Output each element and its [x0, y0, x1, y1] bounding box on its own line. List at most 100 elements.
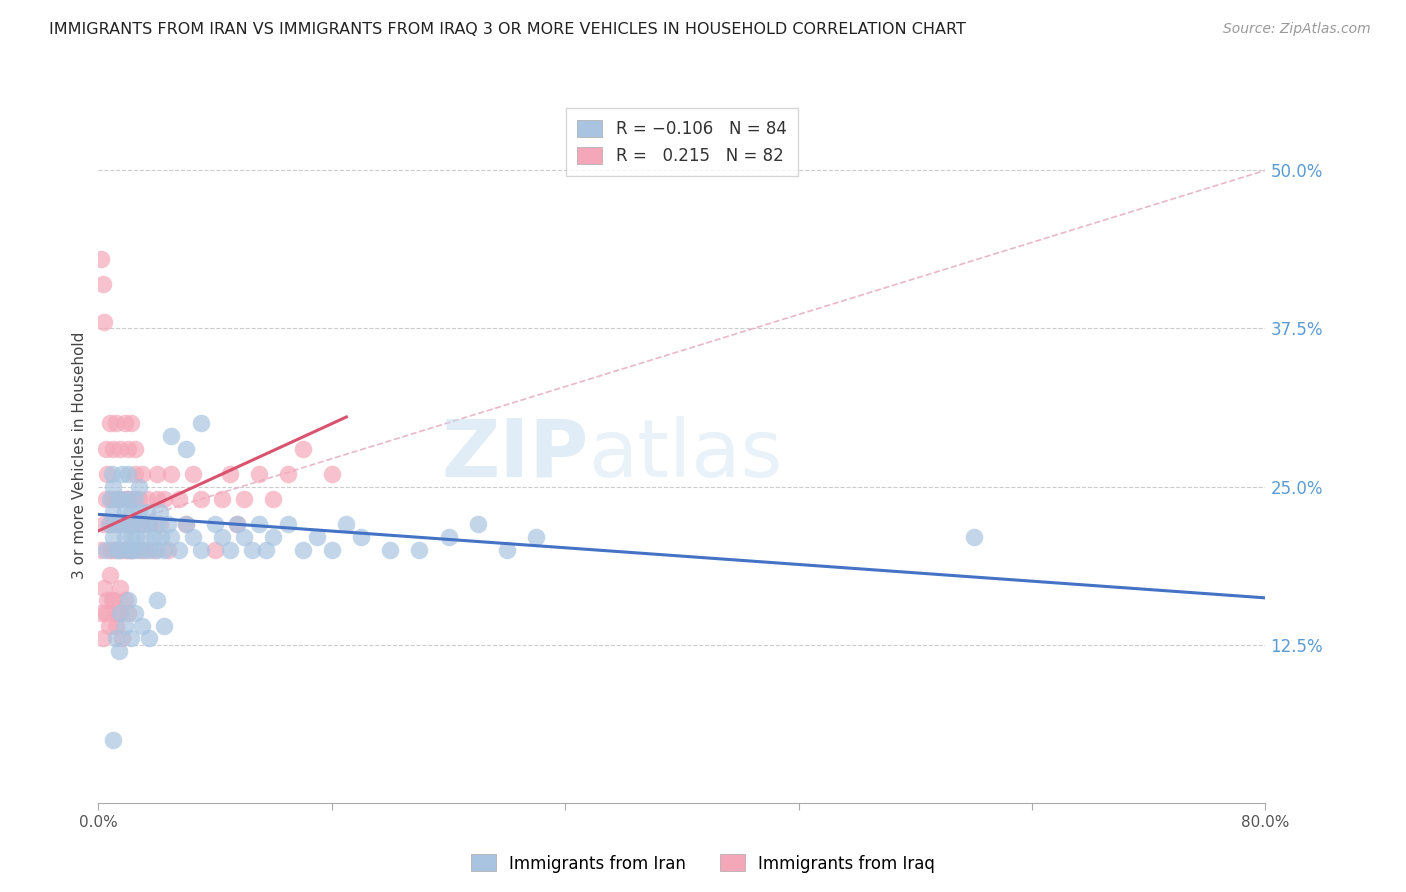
Point — [131, 618, 153, 632]
Point — [101, 505, 124, 519]
Point — [124, 517, 146, 532]
Point — [117, 542, 139, 557]
Point — [408, 542, 430, 557]
Point — [233, 492, 256, 507]
Legend: Immigrants from Iran, Immigrants from Iraq: Immigrants from Iran, Immigrants from Ir… — [464, 847, 942, 880]
Point — [524, 530, 547, 544]
Point — [90, 606, 112, 620]
Point — [125, 530, 148, 544]
Text: Source: ZipAtlas.com: Source: ZipAtlas.com — [1223, 22, 1371, 37]
Point — [108, 606, 131, 620]
Point — [121, 542, 143, 557]
Point — [350, 530, 373, 544]
Point — [117, 517, 139, 532]
Point — [105, 542, 128, 557]
Point — [98, 568, 121, 582]
Point — [131, 542, 153, 557]
Point — [467, 517, 489, 532]
Point — [117, 442, 139, 456]
Point — [104, 492, 127, 507]
Point — [128, 505, 150, 519]
Point — [120, 517, 142, 532]
Point — [146, 593, 169, 607]
Point — [240, 542, 263, 557]
Point — [110, 581, 132, 595]
Point — [114, 505, 136, 519]
Point — [291, 442, 314, 456]
Point — [146, 492, 169, 507]
Point — [160, 467, 183, 481]
Point — [122, 492, 145, 507]
Point — [96, 467, 118, 481]
Point — [110, 442, 132, 456]
Point — [142, 542, 165, 557]
Point — [108, 644, 131, 658]
Point — [142, 530, 165, 544]
Point — [96, 593, 118, 607]
Point — [211, 530, 233, 544]
Point — [93, 581, 115, 595]
Point — [204, 542, 226, 557]
Point — [138, 517, 160, 532]
Point — [121, 542, 143, 557]
Point — [174, 517, 197, 532]
Point — [138, 517, 160, 532]
Point — [110, 542, 132, 557]
Text: atlas: atlas — [589, 416, 783, 494]
Point — [114, 618, 136, 632]
Point — [110, 542, 132, 557]
Point — [128, 492, 150, 507]
Point — [100, 467, 122, 481]
Point — [153, 542, 176, 557]
Point — [120, 505, 142, 519]
Point — [105, 542, 128, 557]
Point — [226, 517, 249, 532]
Point — [117, 517, 139, 532]
Point — [111, 517, 134, 532]
Point — [335, 517, 357, 532]
Point — [149, 505, 172, 519]
Point — [135, 492, 157, 507]
Point — [131, 517, 153, 532]
Point — [277, 517, 299, 532]
Point — [150, 530, 173, 544]
Point — [128, 479, 150, 493]
Point — [190, 417, 212, 431]
Point — [93, 315, 115, 329]
Point — [97, 517, 120, 532]
Point — [101, 593, 124, 607]
Point — [160, 530, 183, 544]
Text: ZIP: ZIP — [441, 416, 589, 494]
Point — [110, 492, 132, 507]
Point — [124, 542, 146, 557]
Point — [247, 517, 270, 532]
Point — [108, 492, 131, 507]
Point — [149, 517, 172, 532]
Point — [291, 542, 314, 557]
Point — [114, 542, 136, 557]
Point — [101, 732, 124, 747]
Point — [120, 632, 142, 646]
Point — [120, 417, 142, 431]
Point — [98, 417, 121, 431]
Point — [104, 606, 127, 620]
Point — [114, 530, 136, 544]
Point — [124, 606, 146, 620]
Point — [97, 618, 120, 632]
Point — [110, 517, 132, 532]
Point — [101, 530, 124, 544]
Point — [181, 467, 204, 481]
Point — [138, 632, 160, 646]
Point — [218, 542, 240, 557]
Point — [100, 593, 122, 607]
Point — [117, 542, 139, 557]
Point — [321, 542, 343, 557]
Point — [114, 417, 136, 431]
Point — [114, 593, 136, 607]
Point — [307, 530, 329, 544]
Point — [91, 632, 114, 646]
Point — [120, 542, 142, 557]
Point — [101, 542, 124, 557]
Point — [138, 542, 160, 557]
Point — [93, 517, 115, 532]
